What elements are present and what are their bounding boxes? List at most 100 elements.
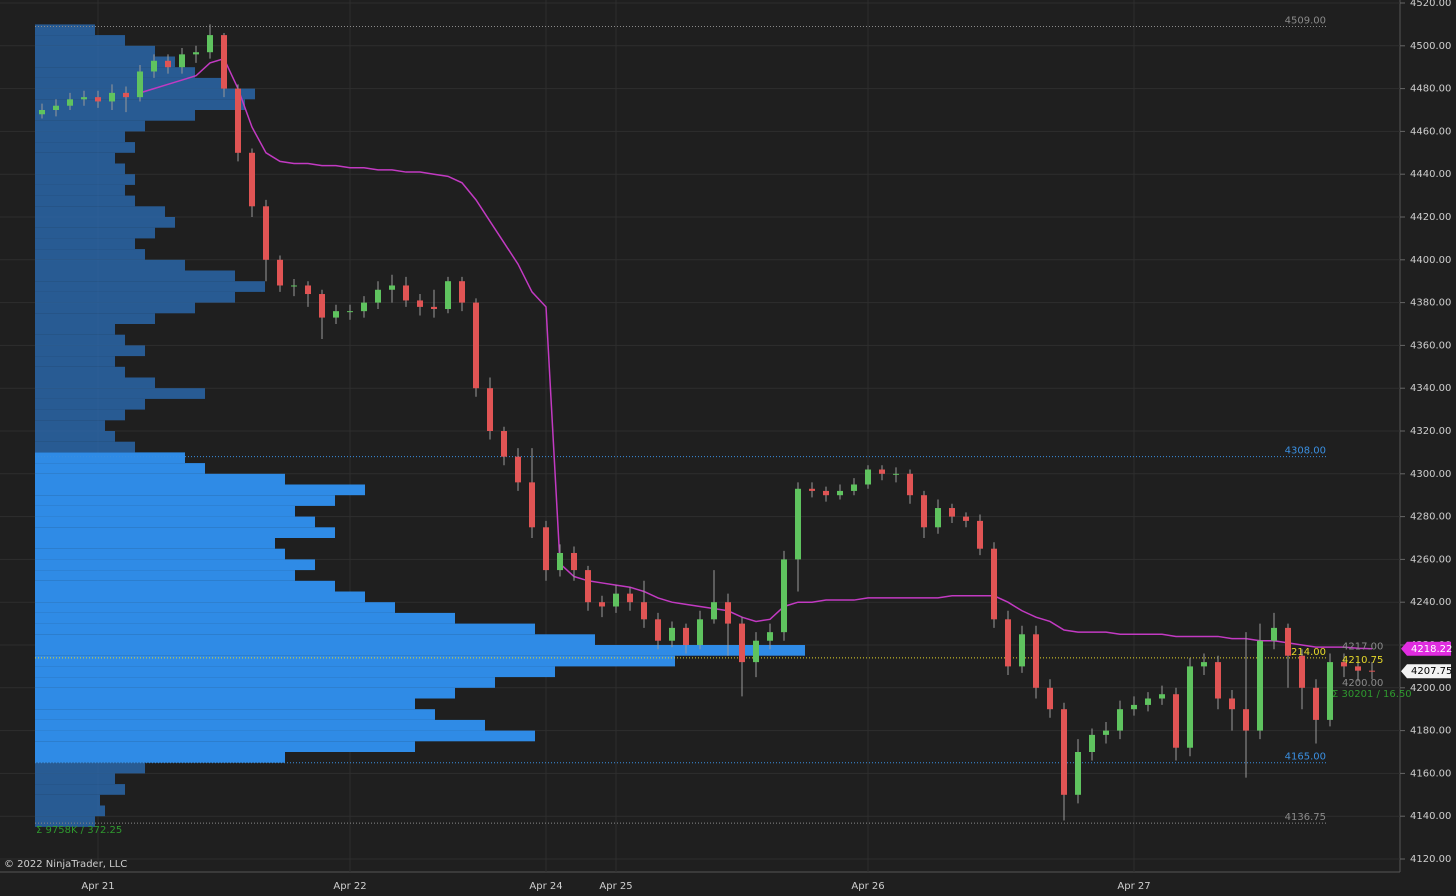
- profile-bar: [35, 324, 115, 335]
- profile-bar: [35, 270, 235, 282]
- profile-bar: [35, 762, 145, 774]
- profile-bar: [35, 709, 435, 720]
- profile-bar: [35, 559, 315, 571]
- candle-body: [949, 508, 955, 517]
- candle-body: [725, 602, 731, 624]
- profile-bar: [35, 677, 495, 688]
- candle-body: [137, 71, 143, 98]
- profile-bar: [35, 388, 205, 399]
- candle-body: [515, 456, 521, 483]
- y-tick-label: 4520.00: [1410, 0, 1451, 9]
- profile-bar: [35, 334, 125, 346]
- profile-bar: [35, 131, 125, 143]
- y-tick-label: 4140.00: [1410, 811, 1451, 822]
- profile-bar: [35, 152, 115, 164]
- candle-body: [865, 469, 871, 485]
- profile-bar: [35, 570, 295, 581]
- candle-body: [613, 593, 619, 607]
- profile-bar: [35, 420, 105, 431]
- price-tag-label: 4207.75: [1411, 666, 1452, 677]
- end-label: 4210.75: [1342, 655, 1383, 666]
- profile-bar: [35, 773, 115, 785]
- profile-bar: [35, 505, 295, 517]
- profile-bar: [35, 45, 155, 57]
- y-tick-label: 4440.00: [1410, 169, 1451, 180]
- profile-bar: [35, 24, 95, 36]
- profile-bar: [35, 249, 145, 260]
- candle-body: [977, 520, 983, 549]
- candle-body: [333, 311, 339, 318]
- candle-body: [557, 552, 563, 571]
- profile-bar: [35, 431, 115, 442]
- candle-body: [1061, 709, 1067, 795]
- candle-body: [1145, 698, 1151, 705]
- candle-body: [1369, 670, 1375, 672]
- candle-body: [655, 619, 661, 641]
- candle-body: [921, 495, 927, 528]
- candle-body: [599, 602, 605, 607]
- candle-body: [1215, 662, 1221, 699]
- profile-bar: [35, 698, 415, 710]
- candle-body: [305, 285, 311, 295]
- candle-body: [1089, 734, 1095, 752]
- x-tick-label: Apr 25: [599, 881, 632, 892]
- profile-bar: [35, 602, 395, 613]
- x-tick-label: Apr 27: [1117, 881, 1150, 892]
- candle-body: [585, 570, 591, 603]
- candle-body: [389, 285, 395, 290]
- profile-bar: [35, 281, 265, 292]
- candle-body: [1131, 704, 1137, 710]
- candle-body: [991, 548, 997, 620]
- profile-bar: [35, 612, 455, 624]
- x-tick-label: Apr 22: [333, 881, 366, 892]
- level-label: 4509.00: [1285, 16, 1326, 27]
- candle-body: [1257, 640, 1263, 731]
- profile-bar: [35, 195, 135, 207]
- profile-bar: [35, 163, 125, 175]
- level-label: 4165.00: [1285, 752, 1326, 763]
- profile-bar: [35, 291, 235, 303]
- candle-body: [627, 593, 633, 603]
- candle-body: [543, 527, 549, 571]
- candle-body: [207, 35, 213, 53]
- candle-body: [1187, 666, 1193, 748]
- profile-bar: [35, 805, 105, 817]
- candle-body: [1103, 730, 1109, 735]
- candle-body: [1313, 687, 1319, 720]
- candle-body: [109, 92, 115, 102]
- candle-body: [1243, 709, 1249, 731]
- level-label: 4308.00: [1285, 446, 1326, 457]
- profile-bar: [35, 377, 155, 389]
- candle-body: [361, 302, 367, 312]
- profile-bar: [35, 441, 135, 453]
- candle-body: [529, 482, 535, 528]
- price-tag: [1401, 664, 1451, 679]
- profile-bar: [35, 174, 135, 185]
- price-tag: [1401, 641, 1451, 656]
- candle-body: [1201, 662, 1207, 667]
- candle-body: [837, 490, 843, 496]
- candle-body: [1075, 752, 1081, 795]
- level-label: 4136.75: [1285, 812, 1326, 823]
- y-tick-label: 4260.00: [1410, 554, 1451, 565]
- y-tick-label: 4160.00: [1410, 768, 1451, 779]
- candle-body: [795, 488, 801, 560]
- copyright: © 2022 NinjaTrader, LLC: [4, 859, 127, 870]
- candle-body: [809, 488, 815, 491]
- y-tick-label: 4380.00: [1410, 298, 1451, 309]
- candle-body: [403, 285, 409, 301]
- level-label: 4214.00: [1285, 647, 1326, 658]
- profile-bar: [35, 666, 555, 678]
- candle-body: [753, 640, 759, 663]
- profile-bar: [35, 35, 125, 46]
- y-tick-label: 4120.00: [1410, 854, 1451, 865]
- candle-body: [487, 388, 493, 431]
- profile-bar: [35, 398, 145, 410]
- candle-body: [879, 469, 885, 474]
- end-label: 4217.00: [1342, 641, 1383, 652]
- candle-body: [193, 52, 199, 55]
- candle-body: [291, 285, 297, 287]
- candle-body: [347, 311, 353, 313]
- y-tick-label: 4480.00: [1410, 84, 1451, 95]
- profile-bar: [35, 687, 455, 699]
